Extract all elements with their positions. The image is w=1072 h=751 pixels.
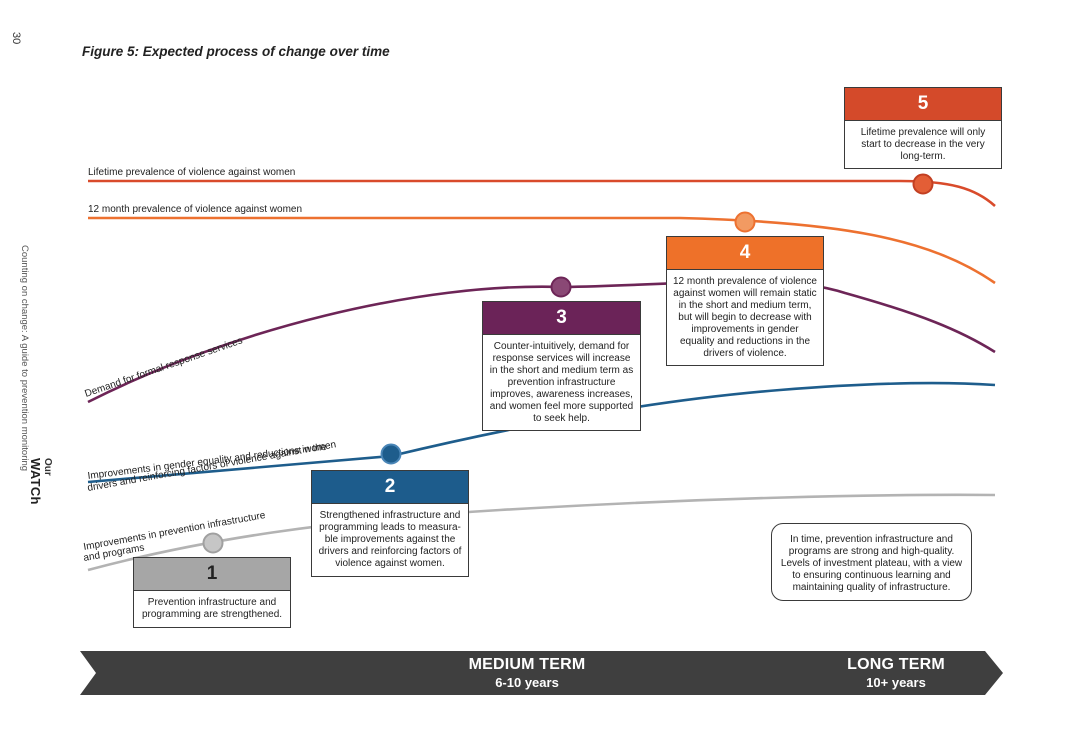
infrastructure-label-line1: Improvements in prevention infrastructur… [83,510,267,553]
stage-1-number: 1 [134,558,290,591]
twelve-month-prevalence-line [88,216,996,285]
lifetime-prevalence-label: Lifetime prevalence of violence against … [88,167,295,178]
timeline-arrow-bar [80,651,1003,695]
stage-1-text: Prevention infrastructure and programmin… [141,597,283,620]
medium-term-title: MEDIUM TERM [468,656,586,673]
demand-services-line [87,279,996,404]
stage-5-box: 5 Lifetime prevalence will only start to… [844,87,1002,169]
lifetime-prevalence-line [88,179,996,207]
stage-4-number: 4 [667,237,823,270]
stage-4-marker [734,211,756,233]
stage-3-box: 3 Counter-intuitively, demand for respon… [482,301,641,431]
long-term-years: 10+ years [866,675,926,690]
stage-1-marker [202,532,224,554]
plateau-note: In time, prevention infrastructure and p… [771,523,972,601]
figure-title: Figure 5: Expected process of change ove… [82,44,390,59]
medium-term-years: 6-10 years [495,675,559,690]
twelve-month-prevalence-label: 12 month prevalence of violence against … [88,204,302,215]
stage-4-text: 12 month prevalence of violence against … [673,276,817,359]
demand-services-label: Demand for formal response services [83,335,244,400]
stage-2-number: 2 [312,471,468,504]
long-term-title: LONG TERM [847,656,945,673]
stage-2-text: Strengthened infrastructure and programm… [318,510,462,569]
medium-term-label: MEDIUM TERM 6-10 years [457,656,597,690]
stage-3-marker [550,276,572,298]
stage-4-box: 4 12 month prevalence of violence agains… [666,236,824,366]
stage-5-number: 5 [845,88,1001,121]
long-term-label: LONG TERM 10+ years [836,656,956,690]
stage-2-box: 2 Strengthened infrastructure and progra… [311,470,469,577]
stage-5-marker [912,173,934,195]
stage-3-text: Counter-intuitively, demand for response… [489,341,634,424]
stage-1-box: 1 Prevention infrastructure and programm… [133,557,291,628]
stage-3-number: 3 [483,302,640,335]
stage-2-marker [380,443,402,465]
stage-5-text: Lifetime prevalence will only start to d… [860,127,986,162]
